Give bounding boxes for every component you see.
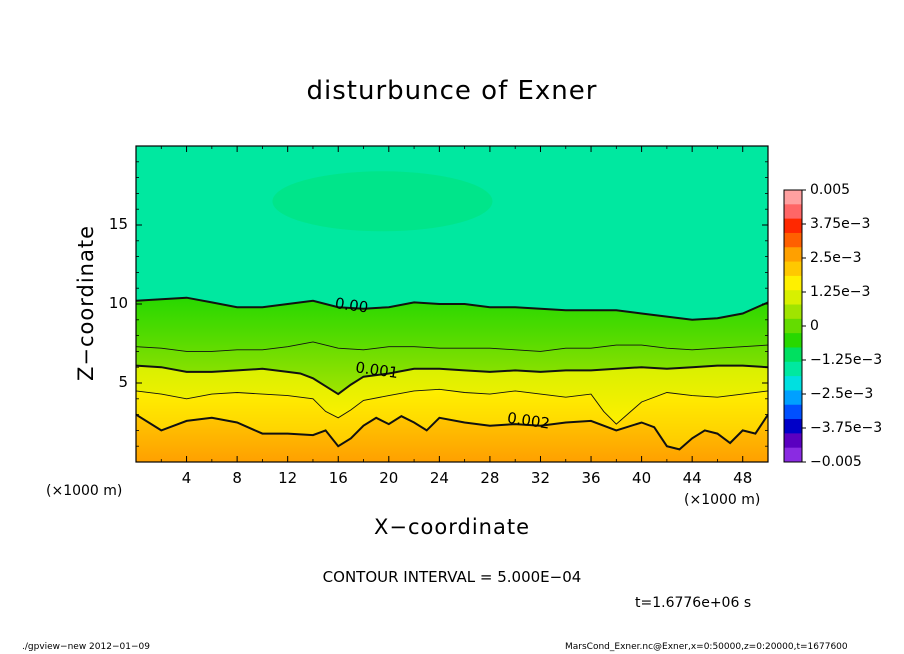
chart-title: disturbunce of Exner — [306, 76, 598, 106]
colorbar-label: 3.75e−3 — [810, 216, 871, 232]
filled-band — [136, 341, 768, 395]
contour-lines — [136, 296, 768, 451]
colorbar-swatch — [784, 419, 802, 434]
colorbar-swatch — [784, 232, 802, 248]
contour-labels: 0.00 0.001 0.002 — [334, 294, 551, 432]
x-tick-label: 48 — [733, 469, 753, 487]
filled-band — [136, 414, 768, 462]
colorbar — [783, 189, 806, 463]
colorbar-label: 1.25e−3 — [810, 284, 871, 300]
colorbar-swatch — [784, 433, 802, 449]
colorbar-swatch — [784, 390, 802, 406]
colorbar-swatch — [784, 376, 802, 391]
y-tick-label: 5 — [118, 373, 128, 391]
colorbar-swatch — [784, 261, 802, 277]
footer-left: ./gpview−new 2012−01−09 — [22, 642, 150, 652]
colorbar-swatch — [784, 275, 802, 291]
x-tick-label: 44 — [682, 469, 702, 487]
y-tick-label: 15 — [108, 215, 128, 233]
colorbar-swatch — [784, 190, 802, 205]
contour-interval: CONTOUR INTERVAL = 5.000E−04 — [322, 568, 582, 586]
colorbar-swatch — [784, 347, 802, 363]
colorbar-label: 0.005 — [810, 182, 851, 198]
contour-line — [136, 413, 768, 451]
colorbar-swatch — [784, 204, 802, 220]
colorbar-swatch — [784, 333, 802, 348]
colorbar-swatch — [784, 247, 802, 263]
colorbar-swatch — [784, 218, 802, 234]
x-tick-label: 12 — [278, 469, 298, 487]
colorbar-label: 0 — [810, 318, 819, 334]
x-tick-label: 36 — [581, 469, 601, 487]
colorbar-label: −0.005 — [810, 454, 862, 470]
colorbar-swatch — [784, 290, 802, 306]
contour-line — [136, 296, 768, 321]
contour-label: 0.001 — [354, 358, 399, 382]
colorbar-swatch — [784, 447, 802, 463]
colorbar-swatch — [784, 318, 802, 334]
x-tick-label: 28 — [480, 469, 500, 487]
x-unit-label-left: (×1000 m) — [46, 483, 123, 499]
contour-line — [136, 341, 768, 352]
x-tick-label: 24 — [429, 469, 449, 487]
colorbar-label: −2.5e−3 — [810, 386, 874, 402]
y-tick-label: 10 — [108, 294, 128, 312]
colorbar-label: 2.5e−3 — [810, 250, 862, 266]
axis-ticks — [136, 146, 769, 462]
filled-band — [272, 171, 493, 232]
x-axis-label: X−coordinate — [374, 515, 530, 539]
contour-label: 0.00 — [334, 294, 370, 316]
contour-line — [136, 364, 768, 396]
footer-right: MarsCond_Exner.nc@Exner,x=0:50000,z=0:20… — [565, 642, 848, 652]
time-label: t=1.6776e+06 s — [635, 595, 752, 611]
colorbar-swatch — [784, 404, 802, 420]
x-tick-label: 40 — [632, 469, 652, 487]
filled-band — [136, 365, 768, 425]
x-tick-label: 32 — [530, 469, 551, 487]
colorbar-swatch — [784, 361, 802, 377]
x-tick-label: 8 — [232, 469, 242, 487]
x-tick-label: 16 — [328, 469, 348, 487]
x-unit-label-right: (×1000 m) — [684, 492, 761, 508]
colorbar-label: −3.75e−3 — [810, 420, 883, 436]
contour-label: 0.002 — [506, 409, 551, 433]
contour-line — [136, 388, 768, 425]
x-tick-label: 4 — [181, 469, 192, 487]
colorbar-swatch — [784, 304, 802, 320]
x-tick-label: 20 — [379, 469, 399, 487]
filled-band — [136, 146, 768, 320]
colorbar-label: −1.25e−3 — [810, 352, 883, 368]
